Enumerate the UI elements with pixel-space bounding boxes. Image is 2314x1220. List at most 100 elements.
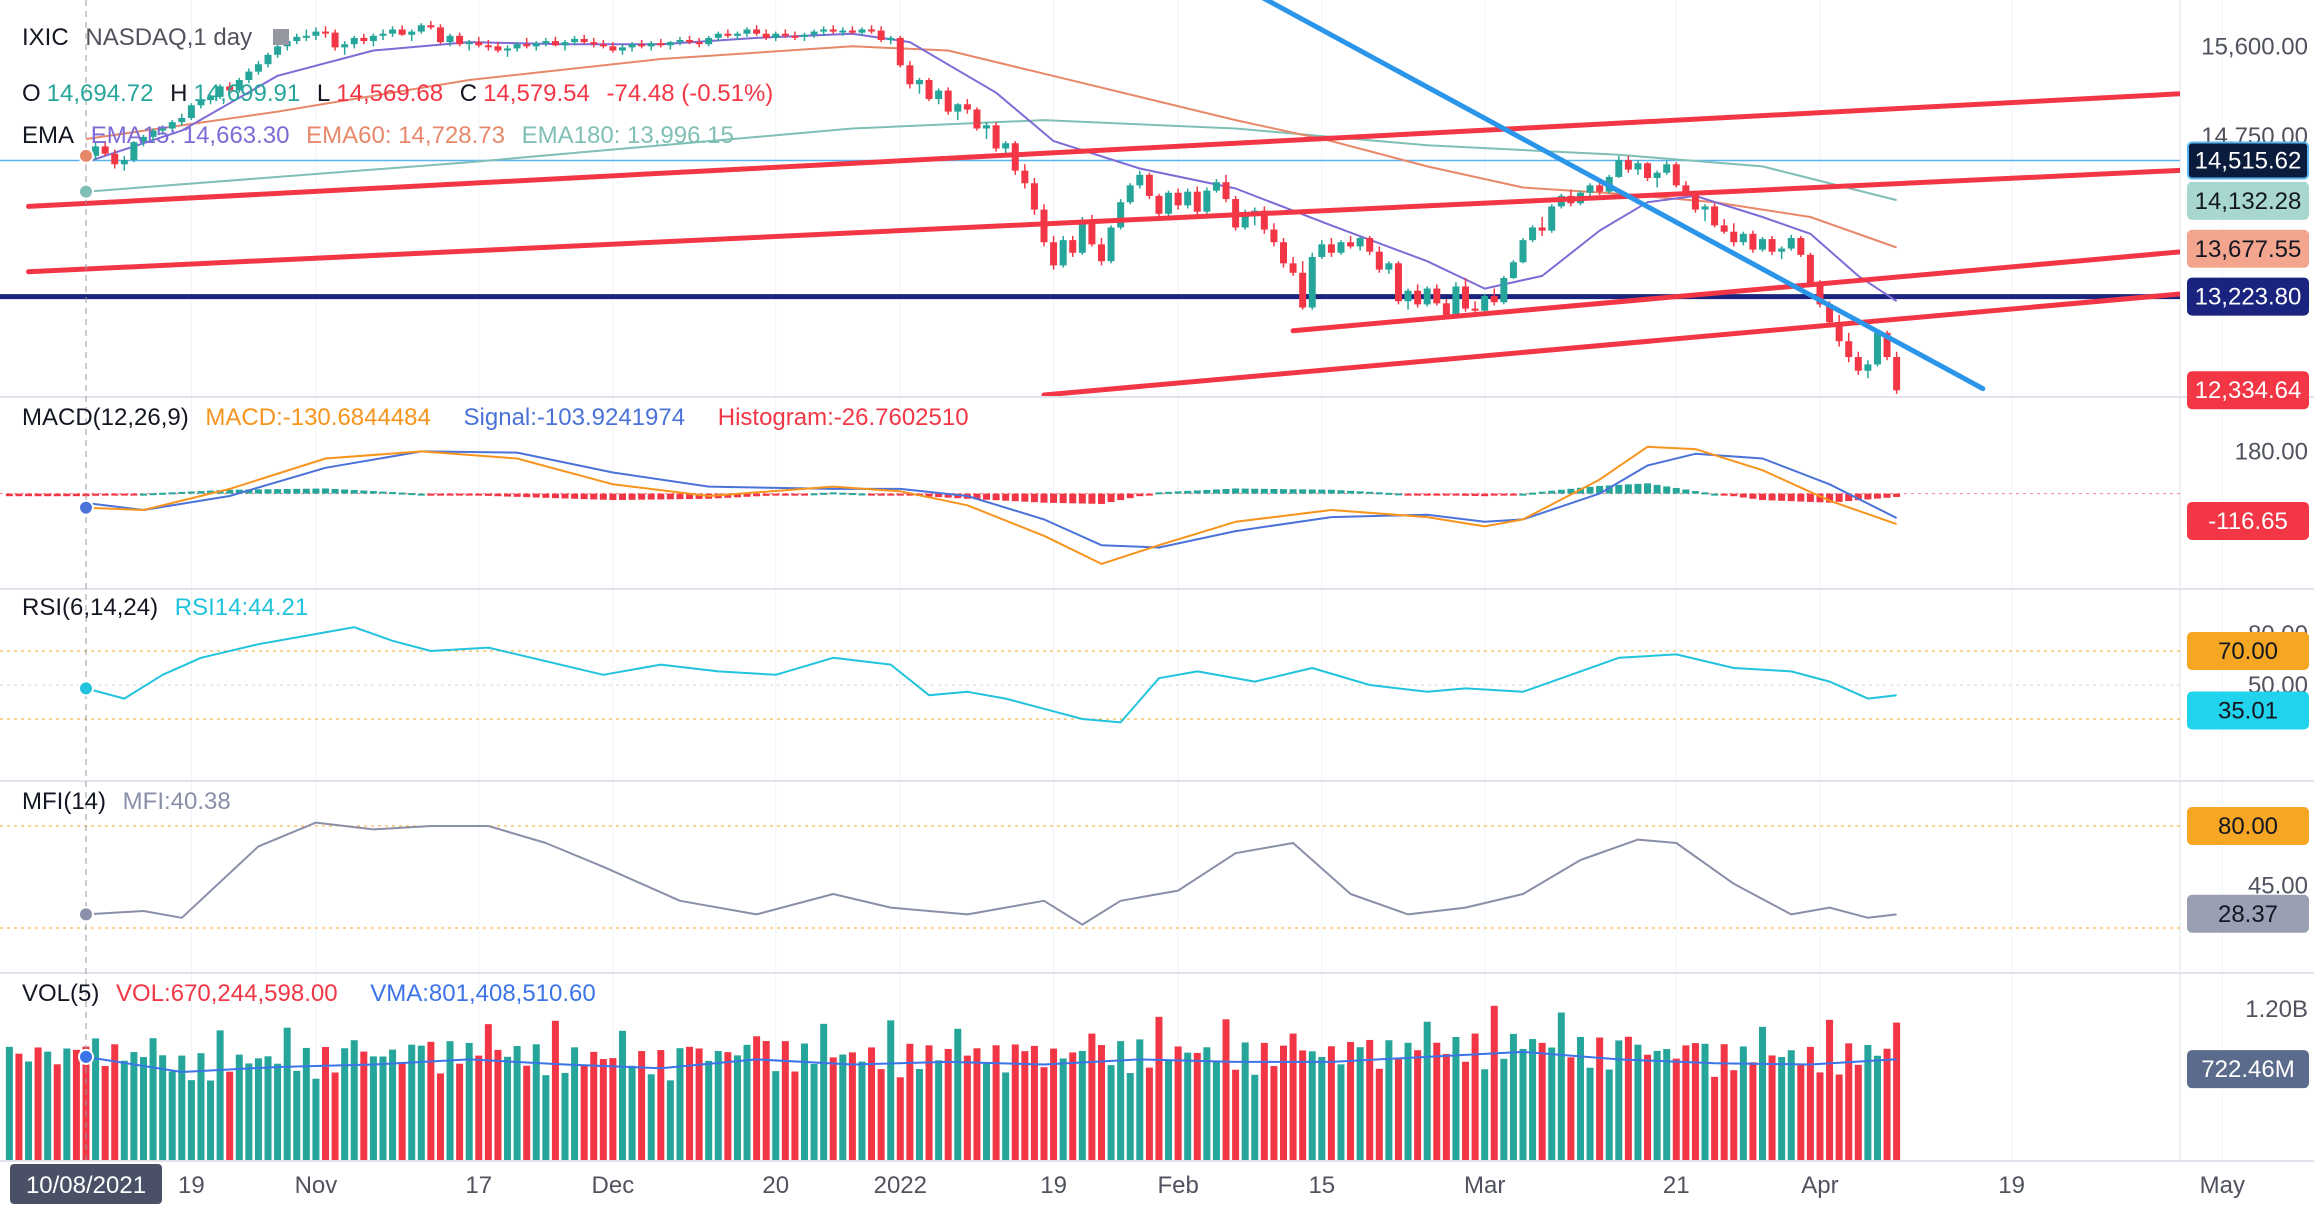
volume-bar[interactable] [360, 1051, 368, 1160]
candle-down[interactable] [1280, 242, 1287, 264]
volume-bar[interactable] [226, 1071, 234, 1160]
candle-up[interactable] [666, 42, 674, 46]
volume-bar[interactable] [168, 1071, 176, 1160]
candle-up[interactable] [513, 44, 521, 49]
candle-down[interactable] [1730, 231, 1738, 243]
volume-bar[interactable] [1509, 1033, 1517, 1160]
candle-down[interactable] [1797, 238, 1805, 255]
volume-bar[interactable] [101, 1065, 109, 1160]
candle-up[interactable] [139, 136, 147, 143]
volume-bar[interactable] [609, 1058, 617, 1160]
volume-bar[interactable] [331, 1072, 339, 1160]
volume-bar[interactable] [1069, 1052, 1077, 1160]
candle-up[interactable] [647, 43, 655, 47]
candle-down[interactable] [475, 42, 483, 46]
candle-up[interactable] [159, 128, 167, 131]
candle-up[interactable] [1873, 332, 1881, 365]
volume-bar[interactable] [743, 1044, 751, 1160]
candle-down[interactable] [1222, 182, 1230, 200]
price-tag[interactable]: 14,132.28 [2187, 181, 2309, 220]
volume-bar[interactable] [1126, 1073, 1134, 1160]
candle-down[interactable] [1816, 283, 1824, 305]
time-axis-label[interactable]: 20 [762, 1172, 789, 1199]
candle-up[interactable] [1452, 286, 1460, 315]
candle-up[interactable] [1212, 182, 1220, 191]
candle-down[interactable] [1327, 244, 1335, 253]
volume-bar[interactable] [1222, 1019, 1230, 1160]
ema-label[interactable]: EMA [22, 122, 75, 149]
volume-bar[interactable] [398, 1062, 406, 1160]
candle-up[interactable] [1337, 242, 1345, 253]
time-axis-label[interactable]: 19 [1998, 1172, 2025, 1199]
candle-down[interactable] [1030, 183, 1038, 210]
volume-bar[interactable] [92, 1038, 100, 1160]
volume-bar[interactable] [120, 1060, 128, 1160]
volume-bar[interactable] [590, 1051, 598, 1160]
volume-bar[interactable] [1040, 1067, 1048, 1160]
candle-down[interactable] [436, 27, 444, 43]
candle-down[interactable] [1069, 240, 1077, 253]
candle-down[interactable] [1260, 210, 1268, 230]
volume-bar[interactable] [848, 1052, 856, 1160]
volume-bar[interactable] [542, 1075, 550, 1160]
volume-bar[interactable] [1672, 1058, 1680, 1160]
candle-up[interactable] [820, 29, 828, 32]
volume-bar[interactable] [944, 1048, 952, 1160]
volume-bar[interactable] [274, 1063, 282, 1160]
volume-bar[interactable] [1088, 1033, 1096, 1160]
volume-bar[interactable] [1471, 1033, 1479, 1160]
time-axis-label[interactable]: 19 [178, 1172, 205, 1199]
volume-bar[interactable] [1414, 1050, 1422, 1160]
volume-bar[interactable] [1203, 1047, 1211, 1160]
candle-down[interactable] [1471, 308, 1479, 311]
candle-up[interactable] [1701, 206, 1709, 210]
candle-down[interactable] [1155, 195, 1163, 214]
volume-bar[interactable] [705, 1060, 713, 1160]
volume-bar[interactable] [1768, 1055, 1776, 1160]
volume-bar[interactable] [1107, 1065, 1115, 1160]
volume-bar[interactable] [810, 1063, 818, 1160]
candle-down[interactable] [1835, 322, 1843, 342]
volume-bar[interactable] [1050, 1048, 1058, 1160]
time-axis-label[interactable]: Feb [1157, 1172, 1198, 1199]
candle-down[interactable] [992, 125, 1000, 149]
volume-bar[interactable] [887, 1020, 895, 1160]
candle-down[interactable] [609, 46, 617, 51]
candle-down[interactable] [848, 30, 856, 33]
candle-up[interactable] [1529, 227, 1537, 241]
volume-bar[interactable] [1500, 1058, 1508, 1160]
volume-bar[interactable] [1385, 1040, 1393, 1160]
candle-up[interactable] [302, 35, 310, 38]
volume-bar[interactable] [159, 1055, 167, 1160]
candle-down[interactable] [551, 41, 559, 46]
candle-up[interactable] [1615, 160, 1623, 177]
volume-bar[interactable] [647, 1074, 655, 1160]
volume-bar[interactable] [628, 1065, 636, 1160]
volume-bar[interactable] [733, 1055, 741, 1160]
rsi-tag[interactable]: 35.01 [2187, 691, 2309, 730]
candle-up[interactable] [532, 43, 540, 47]
volume-bar[interactable] [1347, 1041, 1355, 1160]
candle-down[interactable] [1538, 227, 1546, 231]
candle-up[interactable] [1318, 244, 1326, 257]
candle-down[interactable] [791, 35, 799, 38]
volume-bar[interactable] [139, 1057, 147, 1160]
candle-up[interactable] [1385, 263, 1393, 270]
candle-up[interactable] [168, 122, 176, 129]
time-axis-label[interactable]: Apr [1801, 1172, 1838, 1199]
volume-bar[interactable] [130, 1052, 138, 1160]
volume-bar[interactable] [1193, 1052, 1201, 1160]
volume-bar[interactable] [963, 1055, 971, 1160]
candle-up[interactable] [954, 104, 962, 112]
candle-up[interactable] [264, 54, 272, 65]
volume-bar[interactable] [1883, 1048, 1891, 1160]
candle-down[interactable] [1097, 244, 1105, 262]
volume-bar[interactable] [1155, 1016, 1163, 1160]
candle-down[interactable] [1433, 288, 1441, 304]
volume-bar[interactable] [1624, 1036, 1632, 1160]
candle-down[interactable] [1289, 263, 1297, 273]
volume-bar[interactable] [1011, 1044, 1019, 1160]
candle-down[interactable] [638, 44, 646, 47]
volume-bar[interactable] [1260, 1042, 1268, 1160]
